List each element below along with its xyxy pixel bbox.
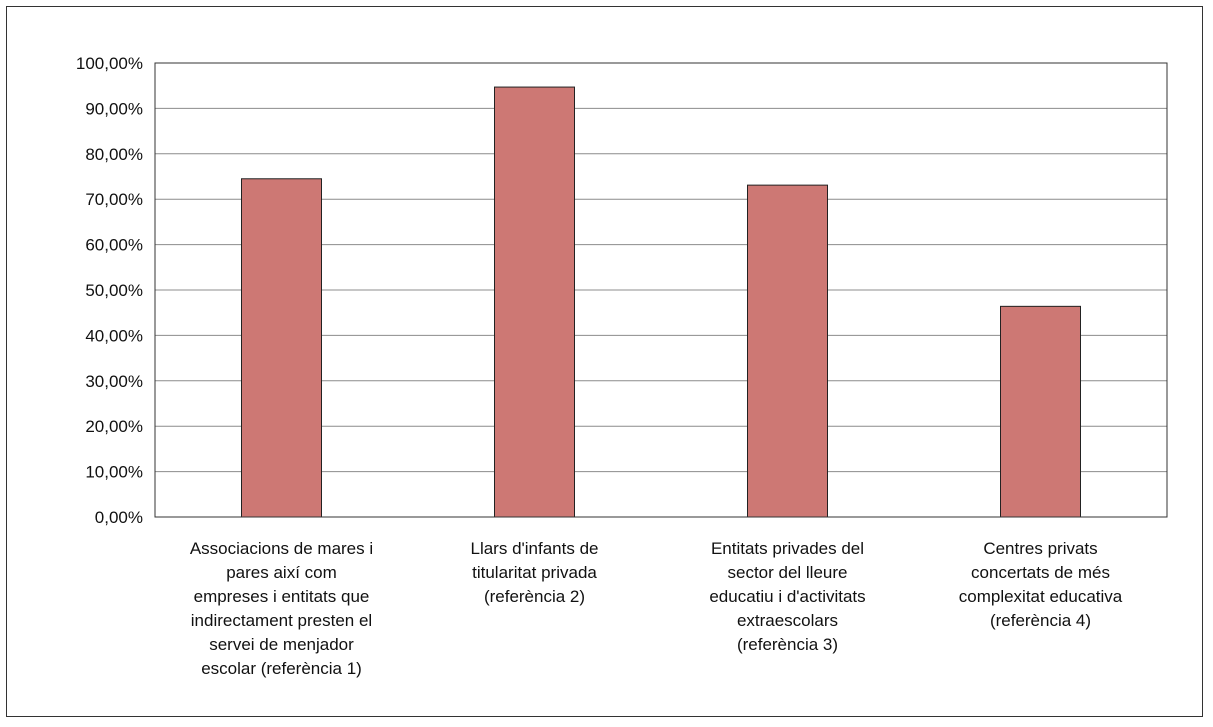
bar [494, 86, 575, 518]
x-category-label: Centres privats concertats de més complexi… [958, 539, 1123, 630]
y-tick-label: 80,00% [85, 145, 143, 164]
bar [241, 178, 322, 518]
x-category-label: Entitats privades del sector del lleure ed… [709, 539, 866, 654]
bar [1000, 305, 1081, 518]
y-tick-label: 30,00% [85, 372, 143, 391]
y-axis-ticks: 0,00% 10,00% 20,00% 30,00% 40,00% 50,00% 60,00… [76, 54, 143, 527]
x-category-label: Associacions de mares i pares així com emp… [189, 539, 374, 678]
y-tick-label: 0,00% [95, 508, 143, 527]
y-tick-label: 20,00% [85, 417, 143, 436]
y-tick-label: 90,00% [85, 99, 143, 118]
bars [241, 86, 1081, 518]
y-tick-label: 40,00% [85, 326, 143, 345]
x-category-label: Llars d'infants de titularitat privada (re… [470, 539, 599, 606]
y-tick-label: 50,00% [85, 281, 143, 300]
y-tick-label: 100,00% [76, 54, 143, 73]
y-tick-label: 10,00% [85, 463, 143, 482]
bar [747, 184, 828, 518]
plot-area-border [154, 62, 1168, 518]
y-tick-label: 60,00% [85, 236, 143, 255]
y-tick-label: 70,00% [85, 190, 143, 209]
